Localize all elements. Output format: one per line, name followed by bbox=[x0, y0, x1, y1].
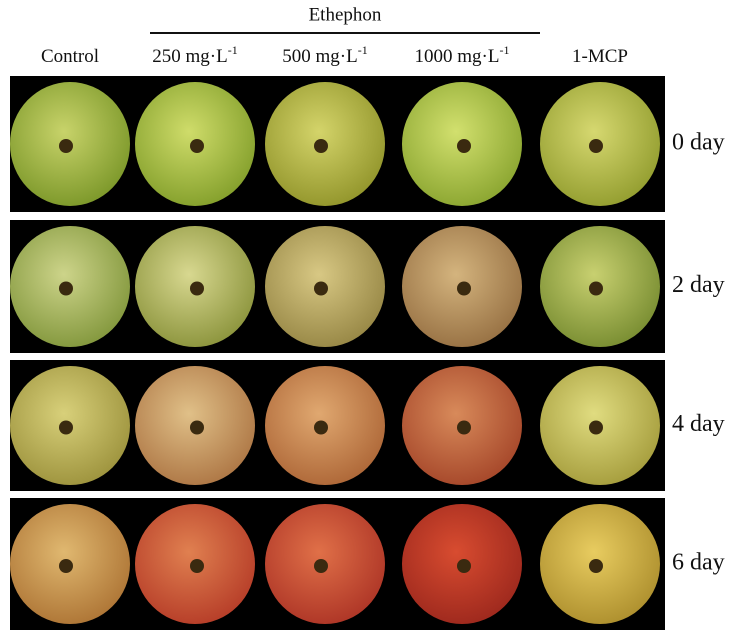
apple-stem bbox=[59, 281, 73, 296]
apple-stem bbox=[190, 420, 204, 435]
column-text: 250 mg·L bbox=[152, 46, 227, 67]
group-label: Ethephon bbox=[309, 4, 382, 25]
apple-stem bbox=[457, 281, 471, 296]
apple-stem bbox=[457, 420, 471, 435]
apple-stem bbox=[589, 281, 603, 296]
apple-stem bbox=[457, 139, 471, 153]
column-text: Control bbox=[41, 46, 99, 67]
column-superscript: -1 bbox=[499, 43, 509, 57]
column-label: 250 mg·L-1 bbox=[152, 43, 237, 68]
column-text: 500 mg·L bbox=[282, 46, 357, 67]
apple-stem bbox=[314, 139, 328, 153]
apple-stem bbox=[314, 420, 328, 435]
apple-stem bbox=[59, 139, 73, 153]
day-label: 2 day bbox=[672, 272, 725, 298]
column-label: 1000 mg·L-1 bbox=[415, 43, 510, 68]
apple-stem bbox=[59, 420, 73, 435]
column-label: 1-MCP bbox=[572, 46, 628, 67]
column-superscript: -1 bbox=[228, 43, 238, 57]
column-label: Control bbox=[41, 46, 99, 67]
column-text: 1000 mg·L bbox=[415, 46, 500, 67]
apple-stem bbox=[589, 420, 603, 435]
apple-stem bbox=[190, 281, 204, 296]
apple-stem bbox=[190, 139, 204, 153]
day-label: 0 day bbox=[672, 130, 725, 156]
apple-stem bbox=[457, 559, 471, 573]
apple-stem bbox=[59, 559, 73, 573]
column-superscript: -1 bbox=[358, 43, 368, 57]
apple-stem bbox=[314, 559, 328, 573]
column-label: 500 mg·L-1 bbox=[282, 43, 367, 68]
apple-stem bbox=[589, 559, 603, 573]
column-text: 1-MCP bbox=[572, 46, 628, 67]
apple-stem bbox=[589, 139, 603, 153]
apple-stem bbox=[190, 559, 204, 573]
day-label: 4 day bbox=[672, 411, 725, 437]
day-label: 6 day bbox=[672, 550, 725, 576]
apple-stem bbox=[314, 281, 328, 296]
